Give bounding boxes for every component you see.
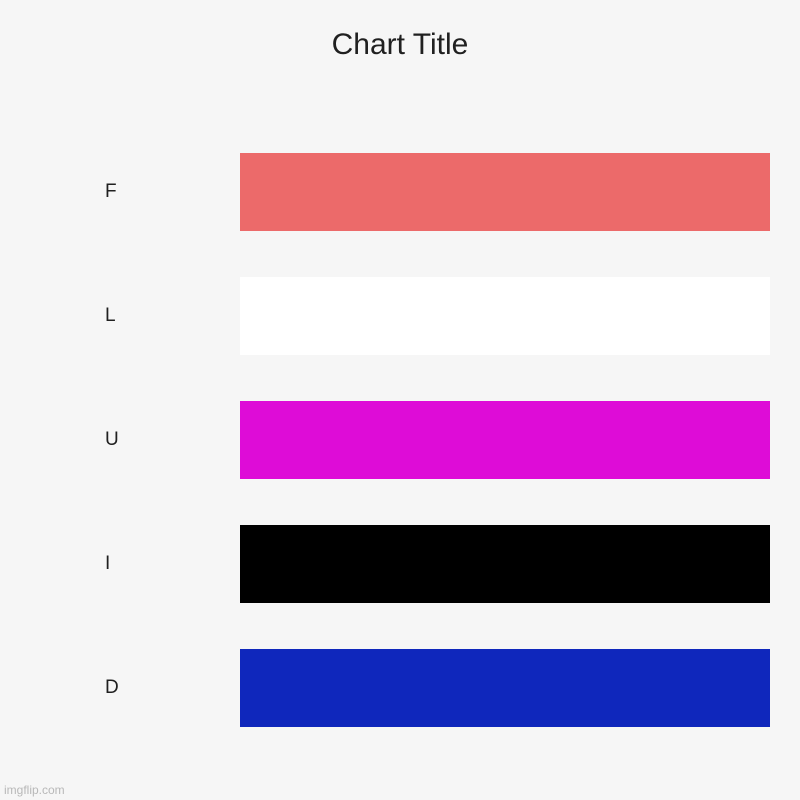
- chart-title: Chart Title: [0, 28, 800, 62]
- bar-track: [240, 277, 800, 355]
- bar: [240, 401, 770, 479]
- bar: [240, 153, 770, 231]
- bar-track: [240, 525, 800, 603]
- bar-track: [240, 153, 800, 231]
- y-axis-label: L: [0, 305, 240, 327]
- y-axis-label: U: [0, 429, 240, 451]
- chart-area: F L U I D: [0, 130, 800, 750]
- watermark: imgflip.com: [4, 783, 65, 797]
- bar-track: [240, 401, 800, 479]
- y-axis-label: D: [0, 677, 240, 699]
- bar-track: [240, 649, 800, 727]
- y-axis-label: F: [0, 181, 240, 203]
- bar-row: D: [0, 626, 800, 750]
- bar-row: I: [0, 502, 800, 626]
- bar: [240, 277, 770, 355]
- bar-row: F: [0, 130, 800, 254]
- bar: [240, 649, 770, 727]
- bar-row: U: [0, 378, 800, 502]
- bar: [240, 525, 770, 603]
- bar-row: L: [0, 254, 800, 378]
- y-axis-label: I: [0, 553, 240, 575]
